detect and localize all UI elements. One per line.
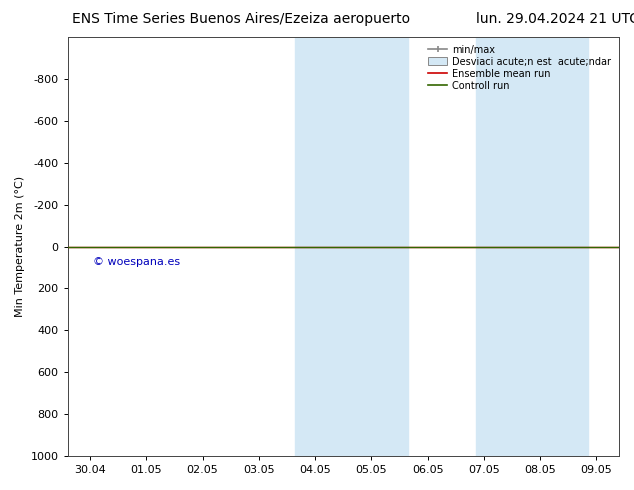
Legend: min/max, Desviaci acute;n est  acute;ndar, Ensemble mean run, Controll run: min/max, Desviaci acute;n est acute;ndar…: [425, 42, 614, 94]
Y-axis label: Min Temperature 2m (°C): Min Temperature 2m (°C): [15, 176, 25, 317]
Bar: [476, 37, 588, 456]
Text: © woespana.es: © woespana.es: [93, 257, 180, 267]
Text: ENS Time Series Buenos Aires/Ezeiza aeropuerto: ENS Time Series Buenos Aires/Ezeiza aero…: [72, 12, 410, 26]
Text: lun. 29.04.2024 21 UTC: lun. 29.04.2024 21 UTC: [476, 12, 634, 26]
Bar: [295, 37, 408, 456]
